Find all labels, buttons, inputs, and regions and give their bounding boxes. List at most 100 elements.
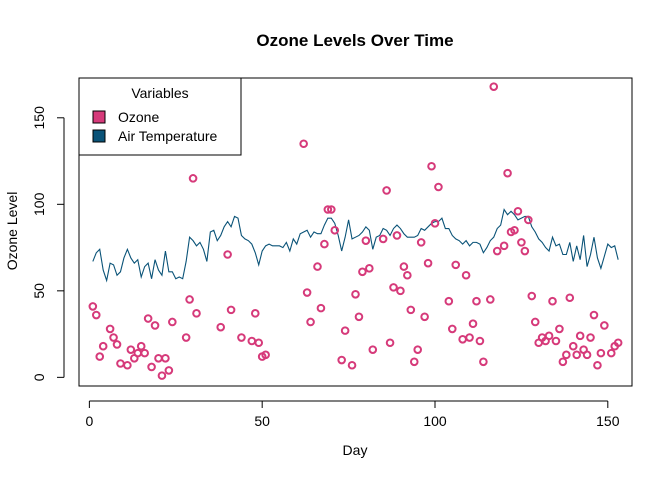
x-axis: 0 50 100 150 xyxy=(85,400,620,429)
ozone-point xyxy=(327,205,336,214)
ozone-point xyxy=(185,295,194,304)
ozone-point xyxy=(216,322,226,332)
ozone-point xyxy=(396,286,405,296)
ozone-point xyxy=(492,246,502,256)
ozone-point xyxy=(423,258,433,268)
ozone-point xyxy=(606,348,616,358)
ozone-point xyxy=(548,296,557,306)
ozone-point xyxy=(91,310,101,320)
ozone-point xyxy=(112,340,122,349)
ozone-point xyxy=(520,246,530,256)
ozone-point xyxy=(365,264,374,273)
ozone-point xyxy=(150,321,160,330)
x-tick-label: 0 xyxy=(85,413,93,429)
legend-label-air-temperature: Air Temperature xyxy=(118,128,218,144)
ozone-point xyxy=(382,186,391,195)
ozone-point xyxy=(306,317,315,327)
ozone-point xyxy=(399,262,409,271)
chart-title: Ozone Levels Over Time xyxy=(256,31,453,50)
ozone-point xyxy=(517,238,526,247)
ozone-point xyxy=(188,174,198,183)
ozone-point xyxy=(316,303,326,313)
ozone-point xyxy=(140,348,149,358)
ozone-point xyxy=(596,348,606,358)
ozone-point xyxy=(351,289,360,299)
y-tick-label: 100 xyxy=(31,192,47,216)
ozone-point xyxy=(586,333,595,342)
ozone-point xyxy=(479,357,488,367)
ozone-point xyxy=(558,357,568,367)
ozone-point xyxy=(613,338,623,348)
ozone-point xyxy=(589,310,599,320)
y-tick-label: 50 xyxy=(31,283,47,299)
ozone-point xyxy=(168,317,177,327)
ozone-point xyxy=(378,234,388,244)
legend-box xyxy=(78,77,242,156)
ozone-point xyxy=(468,319,478,329)
ozone-point xyxy=(461,270,471,280)
ozone-point xyxy=(126,345,136,354)
ozone-point xyxy=(530,317,540,327)
ozone-point xyxy=(465,333,474,342)
ozone-point xyxy=(226,305,236,315)
ozone-point xyxy=(254,338,264,348)
ozone-point xyxy=(109,333,118,342)
ozone-point xyxy=(409,357,419,367)
ozone-point xyxy=(105,324,115,334)
ozone-point xyxy=(406,305,416,315)
ozone-point xyxy=(95,352,105,361)
y-tick-label: 0 xyxy=(31,373,47,381)
ozone-point xyxy=(420,312,429,322)
ozone-point xyxy=(447,324,457,334)
ozone-point xyxy=(444,296,454,306)
ozone-point xyxy=(299,139,308,149)
ozone-point xyxy=(250,309,260,318)
ozone-point xyxy=(237,333,246,342)
ozone-point xyxy=(430,219,440,228)
ozone-point xyxy=(524,215,533,225)
ozone-point xyxy=(582,350,592,360)
y-tick-label: 150 xyxy=(31,106,47,130)
ozone-point xyxy=(513,206,523,216)
ozone-point xyxy=(320,239,329,249)
ozone-point xyxy=(389,283,398,292)
y-axis: 0 50 100 150 xyxy=(31,106,65,381)
ozone-point xyxy=(261,350,270,360)
ozone-point xyxy=(475,336,485,346)
ozone-point xyxy=(562,350,571,360)
ozone-point xyxy=(416,238,426,247)
ozone-point xyxy=(551,336,561,346)
ozone-point xyxy=(161,354,170,363)
x-tick-label: 100 xyxy=(423,413,447,429)
legend: Variables Ozone Air Temperature xyxy=(78,77,242,156)
ozone-point xyxy=(565,293,575,303)
ozone-point xyxy=(147,362,156,372)
ozone-point xyxy=(164,366,174,375)
ozone-point xyxy=(223,250,232,259)
ozone-point xyxy=(347,360,357,370)
ozone-point xyxy=(385,338,395,348)
ozone-point xyxy=(489,82,499,91)
x-axis-title: Day xyxy=(343,442,368,458)
ozone-point xyxy=(368,345,378,354)
ozone-point xyxy=(192,309,201,318)
ozone-point xyxy=(485,295,495,304)
ozone-point xyxy=(392,231,402,240)
ozone-point xyxy=(499,241,509,251)
x-tick-label: 50 xyxy=(254,413,270,429)
ozone-point xyxy=(361,236,371,245)
ozone-point xyxy=(323,205,333,214)
ozone-point xyxy=(472,296,481,306)
ozone-point xyxy=(337,355,346,365)
legend-label-ozone: Ozone xyxy=(118,109,159,125)
plot-frame xyxy=(78,77,633,387)
ozone-point xyxy=(503,168,512,178)
ozone-point xyxy=(575,331,585,341)
ozone-point xyxy=(451,260,461,270)
ozone-point xyxy=(302,288,312,297)
ozone-point xyxy=(568,341,578,351)
ozone-point xyxy=(527,291,537,301)
ozone-point xyxy=(555,324,564,334)
ozone-point xyxy=(544,331,554,341)
